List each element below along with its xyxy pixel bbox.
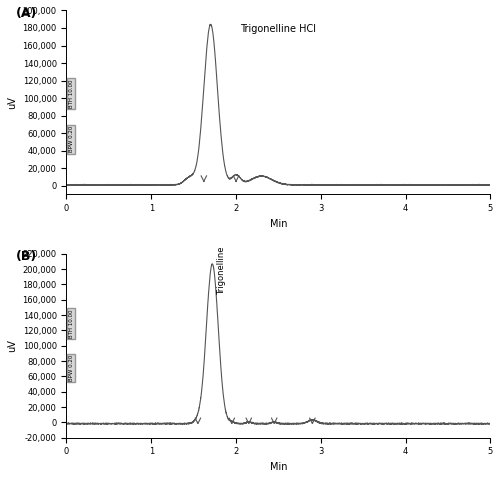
Y-axis label: uV: uV (7, 96, 17, 109)
Text: BPW 0.20: BPW 0.20 (68, 126, 73, 152)
Text: BPW 0.20: BPW 0.20 (68, 354, 73, 381)
Text: BTH 10.00: BTH 10.00 (68, 79, 73, 107)
Text: Trigonelline HCl: Trigonelline HCl (240, 24, 316, 34)
Text: (A): (A) (16, 7, 37, 20)
Text: BTH 10.00: BTH 10.00 (68, 309, 73, 338)
X-axis label: Min: Min (270, 219, 287, 229)
X-axis label: Min: Min (270, 462, 287, 472)
Y-axis label: uV: uV (7, 339, 17, 352)
Text: (B): (B) (16, 250, 37, 263)
Text: Trigonelline: Trigonelline (218, 246, 226, 295)
